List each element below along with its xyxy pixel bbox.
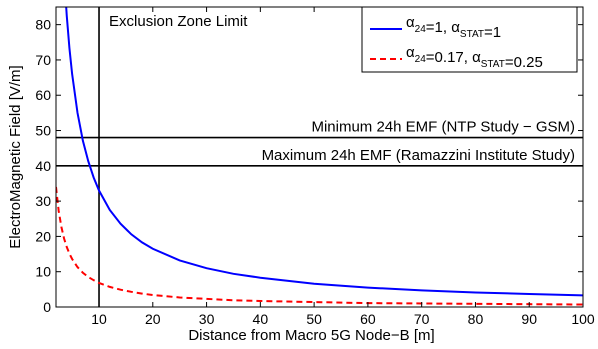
series-line-1 — [65, 7, 583, 297]
legend-text-part: =0.17, α — [426, 49, 481, 66]
y-tick-label: 0 — [43, 299, 51, 315]
x-tick-label: 20 — [145, 311, 161, 327]
x-tick-label: 10 — [91, 311, 107, 327]
legend-entry-1: α24=1, αSTAT=1 — [406, 14, 501, 41]
y-tick-label: 10 — [35, 264, 51, 280]
legend-box — [361, 6, 578, 73]
legend-entry-2: α24=0.17, αSTAT=0.25 — [406, 44, 543, 71]
y-tick-label: 20 — [35, 228, 51, 244]
legend-text-part: =1, α — [426, 19, 460, 36]
series-line-2 — [56, 186, 583, 306]
y-tick-label: 70 — [35, 52, 51, 68]
y-tick-label: 50 — [35, 123, 51, 139]
y-axis-label: ElectroMagnetic Field [V/m] — [7, 65, 24, 248]
x-axis-label: Distance from Macro 5G Node−B [m] — [188, 327, 434, 344]
y-tick-label: 30 — [35, 193, 51, 209]
x-tick-label: 40 — [253, 311, 269, 327]
legend-text-part: STAT — [460, 29, 484, 40]
exclusion-zone-label: Exclusion Zone Limit — [109, 13, 248, 30]
legend-text-part: 24 — [415, 54, 427, 65]
legend-text-part: 24 — [415, 24, 427, 35]
legend-text-part: STAT — [481, 59, 505, 70]
legend-text-part: α — [406, 14, 415, 31]
x-tick-label: 60 — [360, 311, 376, 327]
plot-frame — [55, 6, 584, 308]
reference-label-48: Minimum 24h EMF (NTP Study − GSM) — [311, 119, 575, 136]
x-tick-label: 80 — [468, 311, 484, 327]
x-tick-label: 30 — [199, 311, 215, 327]
y-tick-label: 60 — [35, 87, 51, 103]
reference-label-40: Maximum 24h EMF (Ramazzini Institute Stu… — [262, 147, 575, 164]
legend-text-part: =0.25 — [505, 54, 543, 71]
y-tick-label: 80 — [35, 17, 51, 33]
x-tick-label: 100 — [571, 311, 595, 327]
legend-text-part: =1 — [484, 24, 501, 41]
x-tick-label: 70 — [414, 311, 430, 327]
x-tick-label: 90 — [521, 311, 537, 327]
y-tick-label: 40 — [35, 158, 51, 174]
legend-text-part: α — [406, 44, 415, 61]
x-tick-label: 50 — [306, 311, 322, 327]
